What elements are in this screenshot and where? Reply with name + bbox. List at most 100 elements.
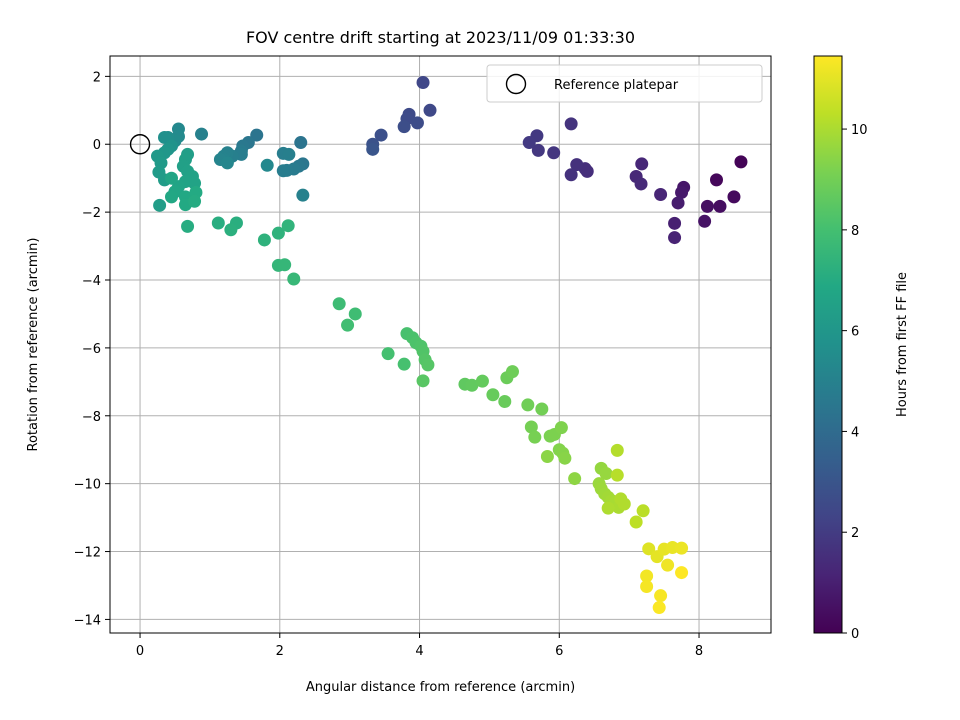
legend-label: Reference platepar xyxy=(554,78,679,93)
data-point xyxy=(153,198,167,212)
y-tick-label: −10 xyxy=(74,478,101,493)
data-point xyxy=(366,142,380,156)
data-point xyxy=(654,589,668,603)
data-point xyxy=(257,233,271,247)
colorbar-ticks: 0 2 4 6 8 10 xyxy=(842,123,868,642)
data-point xyxy=(281,219,295,233)
data-point xyxy=(568,472,582,486)
data-point xyxy=(524,420,538,434)
data-point xyxy=(601,501,615,515)
data-point xyxy=(564,168,578,182)
data-point xyxy=(636,504,650,518)
x-axis-ticks: 0 2 4 6 8 xyxy=(136,633,703,659)
data-point xyxy=(332,297,346,311)
data-point xyxy=(668,216,682,230)
data-point xyxy=(629,515,643,529)
y-tick-label: −6 xyxy=(82,342,101,357)
data-point xyxy=(599,466,613,480)
y-tick-label: −2 xyxy=(82,206,101,221)
y-axis-ticks: 2 0 −2 −4 −6 −8 −10 −12 −14 xyxy=(74,70,110,628)
colorbar-tick-label: 6 xyxy=(851,325,859,340)
data-point xyxy=(421,358,435,372)
data-point xyxy=(522,136,536,150)
data-point xyxy=(700,199,714,213)
data-point xyxy=(348,307,362,321)
data-point xyxy=(554,421,568,435)
data-point xyxy=(164,171,178,185)
data-point xyxy=(416,374,430,388)
data-point xyxy=(521,398,535,412)
y-tick-label: −8 xyxy=(82,410,101,425)
data-point xyxy=(224,223,238,237)
data-point xyxy=(652,601,666,615)
data-point xyxy=(220,156,234,170)
data-point xyxy=(475,374,489,388)
y-tick-label: 0 xyxy=(93,138,101,153)
data-point xyxy=(709,173,723,187)
colorbar-tick-label: 8 xyxy=(851,224,859,239)
data-point xyxy=(341,318,355,332)
plot-frame xyxy=(109,55,772,634)
data-point xyxy=(671,196,685,210)
x-axis-label: Angular distance from reference (arcmin) xyxy=(306,680,575,695)
data-point xyxy=(734,155,748,169)
y-tick-label: −14 xyxy=(74,613,101,628)
data-point xyxy=(531,143,545,157)
colorbar-gradient xyxy=(813,55,843,634)
data-point xyxy=(164,190,178,204)
data-point xyxy=(381,347,395,361)
data-point xyxy=(410,116,424,130)
y-tick-label: 2 xyxy=(93,70,101,85)
reference-platepar-marker xyxy=(129,134,151,155)
data-point xyxy=(528,430,542,444)
data-point xyxy=(727,190,741,204)
data-point xyxy=(661,558,675,572)
y-tick-label: −12 xyxy=(74,546,101,561)
data-point xyxy=(675,185,689,199)
data-point xyxy=(260,158,274,172)
y-axis-label: Rotation from reference (arcmin) xyxy=(26,238,41,452)
colorbar: 0 2 4 6 8 10 Hours from first FF file xyxy=(813,55,910,642)
data-point xyxy=(610,468,624,482)
data-point xyxy=(486,388,500,402)
colorbar-tick-label: 4 xyxy=(851,425,859,440)
x-tick-label: 2 xyxy=(276,644,284,659)
data-point xyxy=(614,492,628,506)
data-point xyxy=(654,187,668,201)
data-point xyxy=(558,451,572,465)
data-point xyxy=(465,378,479,392)
data-point xyxy=(570,158,584,172)
data-point xyxy=(282,147,296,161)
data-point xyxy=(698,214,712,228)
data-point xyxy=(634,177,648,191)
data-point xyxy=(498,395,512,409)
colorbar-label: Hours from first FF file xyxy=(895,272,910,417)
data-point xyxy=(610,443,624,457)
data-point xyxy=(675,566,689,580)
data-point xyxy=(635,157,649,171)
data-point xyxy=(278,258,292,272)
data-point xyxy=(668,231,682,245)
data-point xyxy=(374,128,388,142)
data-point xyxy=(287,272,301,286)
chart-title: FOV centre drift starting at 2023/11/09 … xyxy=(246,28,635,47)
colorbar-tick-label: 10 xyxy=(851,123,868,138)
data-point xyxy=(642,542,656,556)
data-point xyxy=(675,541,689,555)
data-point xyxy=(296,188,310,202)
data-point xyxy=(294,136,308,150)
colorbar-tick-label: 2 xyxy=(851,526,859,541)
data-point xyxy=(397,357,411,371)
data-point xyxy=(423,103,437,117)
data-points xyxy=(151,75,748,615)
data-point xyxy=(547,146,561,160)
data-point xyxy=(276,164,290,178)
data-point xyxy=(211,216,225,230)
data-point xyxy=(181,219,195,233)
data-point xyxy=(713,199,727,213)
data-point xyxy=(397,120,411,134)
x-tick-label: 8 xyxy=(695,644,703,659)
y-tick-label: −4 xyxy=(82,274,101,289)
x-tick-label: 4 xyxy=(415,644,423,659)
